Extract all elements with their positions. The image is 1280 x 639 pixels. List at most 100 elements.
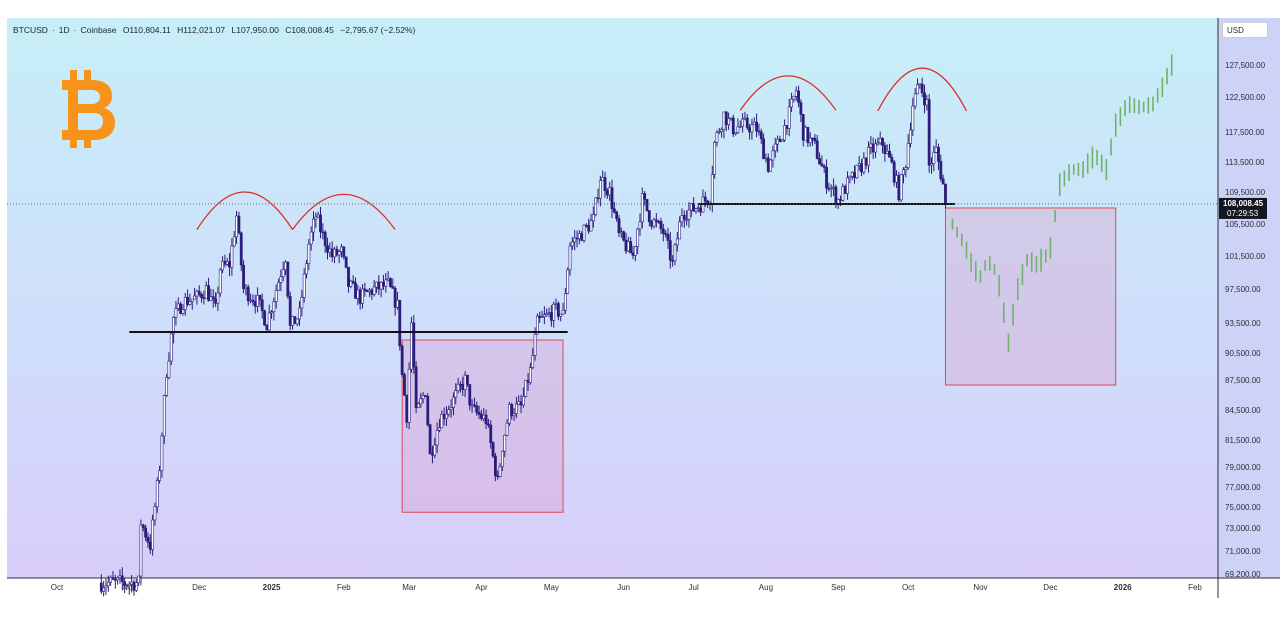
candle-body <box>216 292 220 304</box>
candle-body <box>657 221 661 223</box>
candles <box>99 77 947 597</box>
price-axis[interactable]: 127,500.00 122,500.00 117,500.00 113,500.00… <box>1225 61 1266 579</box>
candle-body <box>566 269 570 294</box>
candle-body <box>713 141 717 175</box>
candle-body <box>267 312 271 331</box>
current-price-box <box>1219 197 1267 219</box>
candle-body <box>473 404 476 407</box>
candle-body <box>246 286 250 302</box>
bar-countdown: 07:29:53 <box>1227 209 1259 218</box>
candle-body <box>274 289 278 302</box>
candle-body <box>832 186 835 189</box>
candle-body <box>330 248 334 258</box>
candle-body <box>925 99 929 106</box>
candle-body <box>629 241 633 254</box>
candle-body <box>351 280 355 284</box>
candle-body <box>661 228 665 234</box>
candle-body <box>881 138 884 146</box>
candle-body <box>829 187 833 190</box>
candle-body <box>792 95 796 100</box>
candle-body <box>169 333 173 362</box>
candle-body <box>358 289 362 304</box>
time-tick-label: Dec <box>1043 583 1057 592</box>
candle-body <box>783 125 786 141</box>
candle-body <box>542 314 546 317</box>
candle-body <box>575 237 579 240</box>
candle-body <box>715 132 719 143</box>
price-tick-label: 84,500.00 <box>1225 406 1261 415</box>
candle-body <box>314 216 318 220</box>
price-tick-label: 73,000.00 <box>1225 524 1261 533</box>
candle-body <box>403 374 406 396</box>
candle-body <box>519 401 523 406</box>
candle-body <box>930 163 933 166</box>
candle-body <box>109 577 113 583</box>
candle-body <box>643 193 647 200</box>
candle-body <box>836 199 840 204</box>
candle-body <box>494 455 497 477</box>
candle-body <box>612 208 616 213</box>
candle-body <box>368 289 371 293</box>
candle-body <box>538 315 542 319</box>
high-value: H112,021.07 <box>177 25 226 35</box>
candle-body <box>186 296 189 305</box>
candle-body <box>769 159 772 172</box>
candle-body <box>794 90 798 97</box>
candle-body <box>687 209 691 220</box>
candle-body <box>209 296 213 301</box>
low-value: L107,950.00 <box>231 25 279 35</box>
candle-body <box>685 218 689 221</box>
candle-body <box>363 288 367 291</box>
candle-body <box>605 190 609 196</box>
candle-body <box>892 161 896 183</box>
candle-body <box>139 524 143 577</box>
candle-body <box>818 158 821 165</box>
candle-body <box>904 167 908 170</box>
candle-body <box>825 167 828 189</box>
candle-body <box>426 395 430 426</box>
symbol-name[interactable]: BTCUSD <box>13 25 48 35</box>
candle-body <box>316 214 320 218</box>
candle-body <box>113 579 117 581</box>
interval-label[interactable]: 1D <box>58 25 70 35</box>
candle-body <box>468 384 472 406</box>
candle-body <box>445 413 448 419</box>
candle-body <box>291 316 294 326</box>
candle-body <box>340 246 343 252</box>
candle-body <box>337 251 341 256</box>
price-tick-label: 90,500.00 <box>1225 349 1261 358</box>
time-tick-label: Feb <box>1188 583 1202 592</box>
candle-body <box>689 203 693 211</box>
chart-area[interactable]: 127,500.00 122,500.00 117,500.00 113,500.00… <box>7 18 1280 598</box>
time-tick-label: Jul <box>689 583 699 592</box>
candle-body <box>827 187 831 190</box>
price-axis-background <box>1218 18 1280 578</box>
price-tick-label: 75,000.00 <box>1225 503 1261 512</box>
candle-body <box>801 114 805 141</box>
candle-body <box>654 219 658 222</box>
candle-body <box>151 519 155 550</box>
candle-body <box>375 281 378 288</box>
candle-body <box>160 435 164 472</box>
candle-body <box>197 290 201 295</box>
candle-body <box>808 137 812 144</box>
candle-body <box>640 193 644 223</box>
candle-body <box>834 186 838 204</box>
candle-body <box>396 299 399 308</box>
candle-body <box>307 243 311 264</box>
currency-button[interactable]: USD <box>1222 22 1268 38</box>
price-tick-label: 105,500.00 <box>1225 220 1266 229</box>
candle-body <box>591 214 595 221</box>
price-chart[interactable]: 127,500.00 122,500.00 117,500.00 113,500.00… <box>7 18 1280 598</box>
candle-body <box>899 174 903 201</box>
candle-body <box>505 422 509 436</box>
candle-body <box>790 98 793 108</box>
candle-body <box>232 236 236 247</box>
candle-body <box>123 581 127 586</box>
candle-body <box>200 294 203 298</box>
candle-body <box>512 413 516 416</box>
candle-body <box>370 289 374 295</box>
time-axis[interactable]: Oct Nov Dec 2025 Feb Mar Apr May Jun Jul Aug Sep Oct… <box>51 583 1203 592</box>
time-tick-label: Sep <box>831 583 846 592</box>
candle-body <box>288 296 292 326</box>
